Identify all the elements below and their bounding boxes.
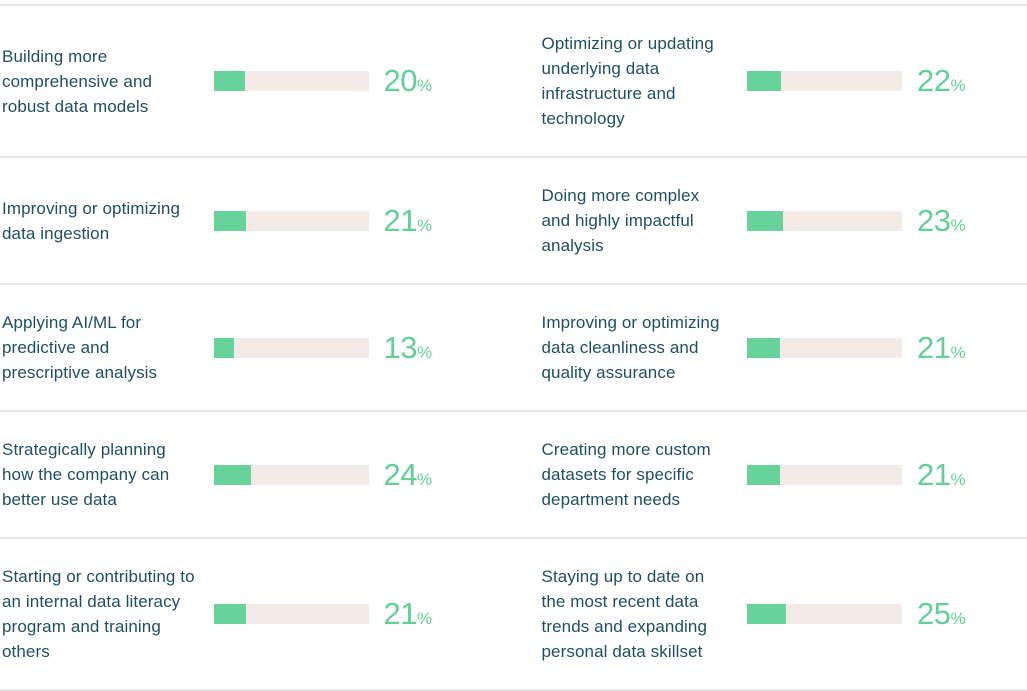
item-value: 21% — [917, 330, 991, 366]
chart-rows-container: Building more comprehensive and robust d… — [0, 4, 1027, 691]
bar-track — [747, 211, 902, 231]
item-label: Doing more complex and highly impactful … — [542, 183, 733, 258]
survey-item: Optimizing or updating underlying data i… — [532, 31, 1027, 131]
percent-sign: % — [417, 343, 432, 362]
item-label: Staying up to date on the most recent da… — [542, 564, 733, 664]
percent-sign: % — [950, 216, 965, 235]
bar-fill — [747, 465, 780, 485]
item-value: 22% — [917, 63, 991, 99]
bar-track — [214, 338, 369, 358]
item-value: 24% — [384, 457, 458, 493]
percent-sign: % — [950, 470, 965, 489]
item-label: Building more comprehensive and robust d… — [2, 44, 199, 119]
survey-item: Improving or optimizing data cleanliness… — [532, 310, 1027, 385]
bar-fill — [214, 604, 247, 624]
chart-row: Building more comprehensive and robust d… — [0, 6, 1027, 158]
item-value: 13% — [384, 330, 458, 366]
survey-item: Staying up to date on the most recent da… — [532, 564, 1027, 664]
item-value: 23% — [917, 203, 991, 239]
chart-row: Strategically planning how the company c… — [0, 412, 1027, 539]
bar-track — [214, 465, 369, 485]
item-label: Creating more custom datasets for specif… — [542, 437, 733, 512]
value-number: 20 — [384, 63, 417, 98]
bar-fill — [214, 211, 247, 231]
survey-item: Creating more custom datasets for specif… — [532, 437, 1027, 512]
bar-track — [214, 211, 369, 231]
chart-row: Improving or optimizing data ingestion 2… — [0, 158, 1027, 285]
survey-item: Applying AI/ML for predictive and prescr… — [0, 310, 496, 385]
bar-fill — [747, 338, 780, 358]
percent-sign: % — [417, 609, 432, 628]
bar-fill — [214, 338, 234, 358]
value-number: 23 — [917, 203, 950, 238]
item-value: 21% — [384, 596, 458, 632]
item-value: 21% — [917, 457, 991, 493]
survey-item: Starting or contributing to an internal … — [0, 564, 496, 664]
item-label: Improving or optimizing data ingestion — [2, 196, 199, 246]
survey-item: Strategically planning how the company c… — [0, 437, 496, 512]
item-label: Optimizing or updating underlying data i… — [542, 31, 733, 131]
chart-row: Starting or contributing to an internal … — [0, 539, 1027, 691]
item-value: 21% — [384, 203, 458, 239]
percent-sign: % — [950, 76, 965, 95]
item-label: Improving or optimizing data cleanliness… — [542, 310, 733, 385]
value-number: 21 — [917, 330, 950, 365]
bar-fill — [214, 71, 245, 91]
item-label: Applying AI/ML for predictive and prescr… — [2, 310, 199, 385]
bar-track — [214, 71, 369, 91]
bar-fill — [747, 604, 786, 624]
value-number: 13 — [384, 330, 417, 365]
item-value: 25% — [917, 596, 991, 632]
bar-fill — [214, 465, 251, 485]
survey-item: Building more comprehensive and robust d… — [0, 31, 496, 131]
item-value: 20% — [384, 63, 458, 99]
value-number: 21 — [384, 203, 417, 238]
bar-track — [747, 465, 902, 485]
value-number: 21 — [384, 596, 417, 631]
survey-item: Doing more complex and highly impactful … — [532, 183, 1027, 258]
percent-sign: % — [417, 470, 432, 489]
value-number: 24 — [384, 457, 417, 492]
percent-sign: % — [950, 343, 965, 362]
chart-row: Applying AI/ML for predictive and prescr… — [0, 285, 1027, 412]
survey-item: Improving or optimizing data ingestion 2… — [0, 183, 496, 258]
bar-fill — [747, 71, 781, 91]
bar-track — [747, 338, 902, 358]
bar-track — [747, 71, 902, 91]
bar-track — [214, 604, 369, 624]
percent-sign: % — [417, 216, 432, 235]
bar-track — [747, 604, 902, 624]
item-label: Starting or contributing to an internal … — [2, 564, 199, 664]
percent-sign: % — [417, 76, 432, 95]
percent-sign: % — [950, 609, 965, 628]
value-number: 25 — [917, 596, 950, 631]
value-number: 22 — [917, 63, 950, 98]
item-label: Strategically planning how the company c… — [2, 437, 199, 512]
bar-fill — [747, 211, 783, 231]
value-number: 21 — [917, 457, 950, 492]
